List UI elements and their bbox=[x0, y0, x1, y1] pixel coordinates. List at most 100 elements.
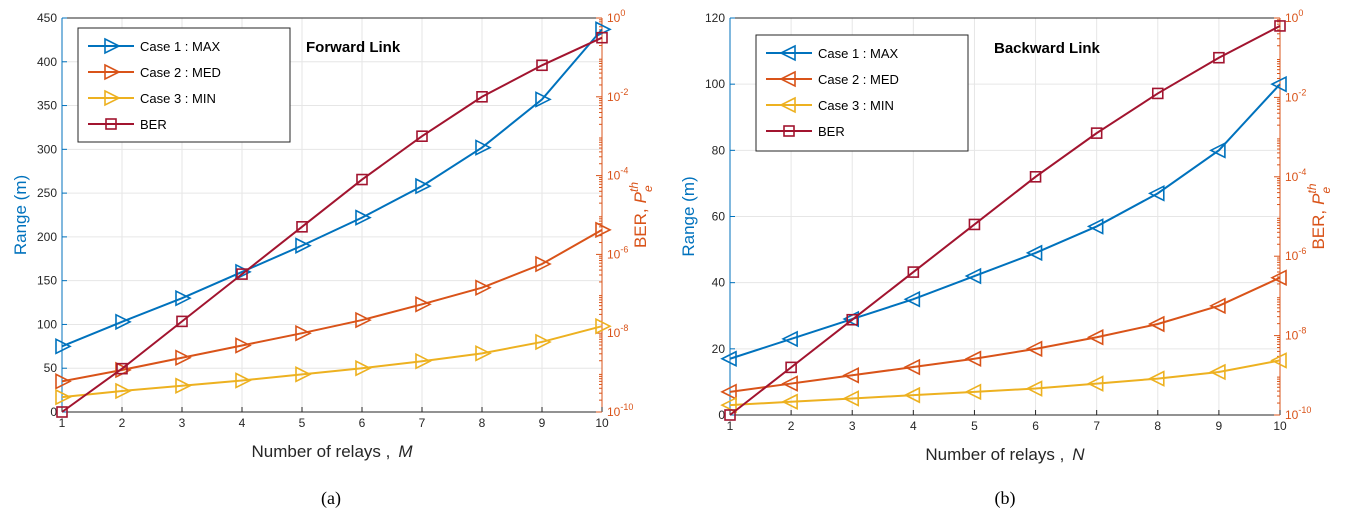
legend-label: BER bbox=[140, 117, 167, 132]
series-line-ber bbox=[729, 25, 1281, 416]
y-left-tick-label: 200 bbox=[37, 230, 57, 244]
series-line-med bbox=[729, 276, 1281, 393]
y-right-tick-label: 10-8 bbox=[607, 323, 628, 340]
y-right-axis-label-symbol: P bbox=[631, 191, 650, 203]
series-line-min bbox=[729, 359, 1281, 407]
y-right-tick-base: 10 bbox=[1285, 90, 1299, 104]
y-right-axis-label-sub: e bbox=[641, 185, 655, 192]
data-point-max bbox=[115, 313, 132, 331]
chart-annotation: Forward Link bbox=[306, 39, 401, 56]
y-left-tick-label: 250 bbox=[37, 186, 57, 200]
data-point-med bbox=[781, 375, 798, 392]
legend-marker-ber bbox=[783, 125, 795, 137]
x-axis-label-symbol: M bbox=[398, 442, 413, 461]
data-point-max bbox=[964, 267, 982, 285]
data-point-max bbox=[781, 330, 798, 348]
data-point-min bbox=[115, 382, 132, 400]
data-point-min bbox=[415, 352, 432, 370]
series-ber bbox=[724, 20, 1286, 421]
data-point-max bbox=[295, 237, 312, 254]
x-tick-label: 7 bbox=[419, 416, 426, 430]
y-left-tick-label: 50 bbox=[44, 361, 58, 375]
x-tick-label: 1 bbox=[727, 419, 734, 433]
y-right-tick-base: 10 bbox=[1285, 249, 1299, 263]
legend-label: BER bbox=[818, 124, 845, 139]
data-point-med bbox=[964, 350, 982, 368]
x-tick-label: 2 bbox=[119, 416, 126, 430]
panel-label: (b) bbox=[995, 488, 1016, 509]
y-right-axis-label: BER, Pthe bbox=[1305, 183, 1333, 249]
y-left-tick-label: 0 bbox=[50, 405, 57, 419]
data-point-max bbox=[55, 338, 72, 355]
data-point-max bbox=[1147, 185, 1165, 202]
y-right-tick-exponent: -8 bbox=[1298, 326, 1306, 336]
data-point-ber bbox=[416, 130, 428, 142]
y-left-tick-label: 350 bbox=[37, 99, 57, 113]
x-tick-label: 7 bbox=[1093, 419, 1100, 433]
y-right-tick-exponent: -4 bbox=[1298, 167, 1306, 177]
y-right-axis-label-text: BER, bbox=[631, 208, 650, 248]
x-tick-label: 4 bbox=[239, 416, 246, 430]
data-point-med bbox=[595, 221, 612, 239]
data-point-med bbox=[1025, 340, 1043, 358]
series-line-max bbox=[729, 83, 1281, 360]
data-point-max bbox=[175, 289, 192, 307]
y-right-tick-exponent: -2 bbox=[620, 87, 628, 97]
legend-marker-med bbox=[779, 70, 796, 88]
y-right-tick-base: 10 bbox=[1285, 11, 1299, 25]
data-point-min bbox=[720, 396, 737, 414]
x-tick-label: 8 bbox=[1154, 419, 1161, 433]
y-right-axis-label-sup: th bbox=[1305, 183, 1319, 193]
data-point-ber bbox=[56, 406, 68, 418]
y-left-axis-label: Range (m) bbox=[11, 175, 30, 255]
x-tick-label: 6 bbox=[359, 416, 366, 430]
series-line-med bbox=[61, 229, 603, 383]
x-tick-label: 2 bbox=[788, 419, 795, 433]
data-point-ber bbox=[1151, 87, 1164, 100]
data-point-med bbox=[1147, 315, 1165, 333]
series-min bbox=[720, 352, 1287, 414]
y-left-tick-label: 100 bbox=[705, 77, 725, 91]
y-right-axis-label-sub: e bbox=[1319, 186, 1333, 193]
y-left-tick-label: 150 bbox=[37, 274, 57, 288]
data-point-min bbox=[235, 372, 252, 389]
data-point-ber bbox=[846, 313, 859, 326]
data-point-med bbox=[55, 373, 72, 390]
data-point-min bbox=[1147, 370, 1165, 387]
panel-label: (a) bbox=[321, 488, 341, 509]
legend-label: Case 3 : MIN bbox=[140, 91, 216, 106]
data-point-med bbox=[235, 337, 252, 354]
series-line-min bbox=[61, 325, 603, 399]
y-left-tick-label: 300 bbox=[37, 142, 57, 156]
chart-annotation: Backward Link bbox=[994, 40, 1101, 57]
data-point-min bbox=[535, 333, 552, 351]
data-point-ber bbox=[1090, 127, 1103, 139]
series-med bbox=[720, 269, 1287, 401]
legend-marker-max bbox=[104, 37, 121, 55]
y-left-axis-label: Range (m) bbox=[679, 176, 698, 256]
y-left-tick-label: 100 bbox=[37, 317, 57, 331]
data-point-med bbox=[175, 349, 192, 367]
x-tick-label: 10 bbox=[1273, 419, 1287, 433]
data-point-min bbox=[842, 390, 860, 407]
y-right-tick-label: 10-4 bbox=[607, 166, 628, 183]
data-point-ber bbox=[296, 221, 308, 233]
data-point-min bbox=[964, 383, 982, 401]
chart-backward-link: 1 2 3 4 5 6 7 8 9 1002040608010012010-1010-810-61… bbox=[679, 8, 1333, 509]
data-point-max bbox=[1209, 142, 1226, 159]
x-tick-label: 8 bbox=[479, 416, 486, 430]
data-point-med bbox=[1270, 269, 1287, 286]
x-tick-label: 9 bbox=[539, 416, 546, 430]
legend-label: Case 1 : MAX bbox=[818, 46, 899, 61]
data-point-ber bbox=[785, 361, 797, 374]
data-point-med bbox=[903, 358, 921, 376]
data-point-min bbox=[355, 359, 372, 377]
data-point-med bbox=[355, 311, 372, 329]
y-right-tick-base: 10 bbox=[607, 90, 621, 104]
data-point-ber bbox=[536, 59, 548, 72]
data-point-max bbox=[903, 290, 921, 308]
data-point-min bbox=[55, 388, 72, 406]
data-point-ber bbox=[596, 31, 608, 44]
y-right-tick-base: 10 bbox=[607, 247, 621, 261]
legend: Case 1 : MAX Case 2 : MED Case 3 : MIN BER bbox=[77, 27, 291, 143]
